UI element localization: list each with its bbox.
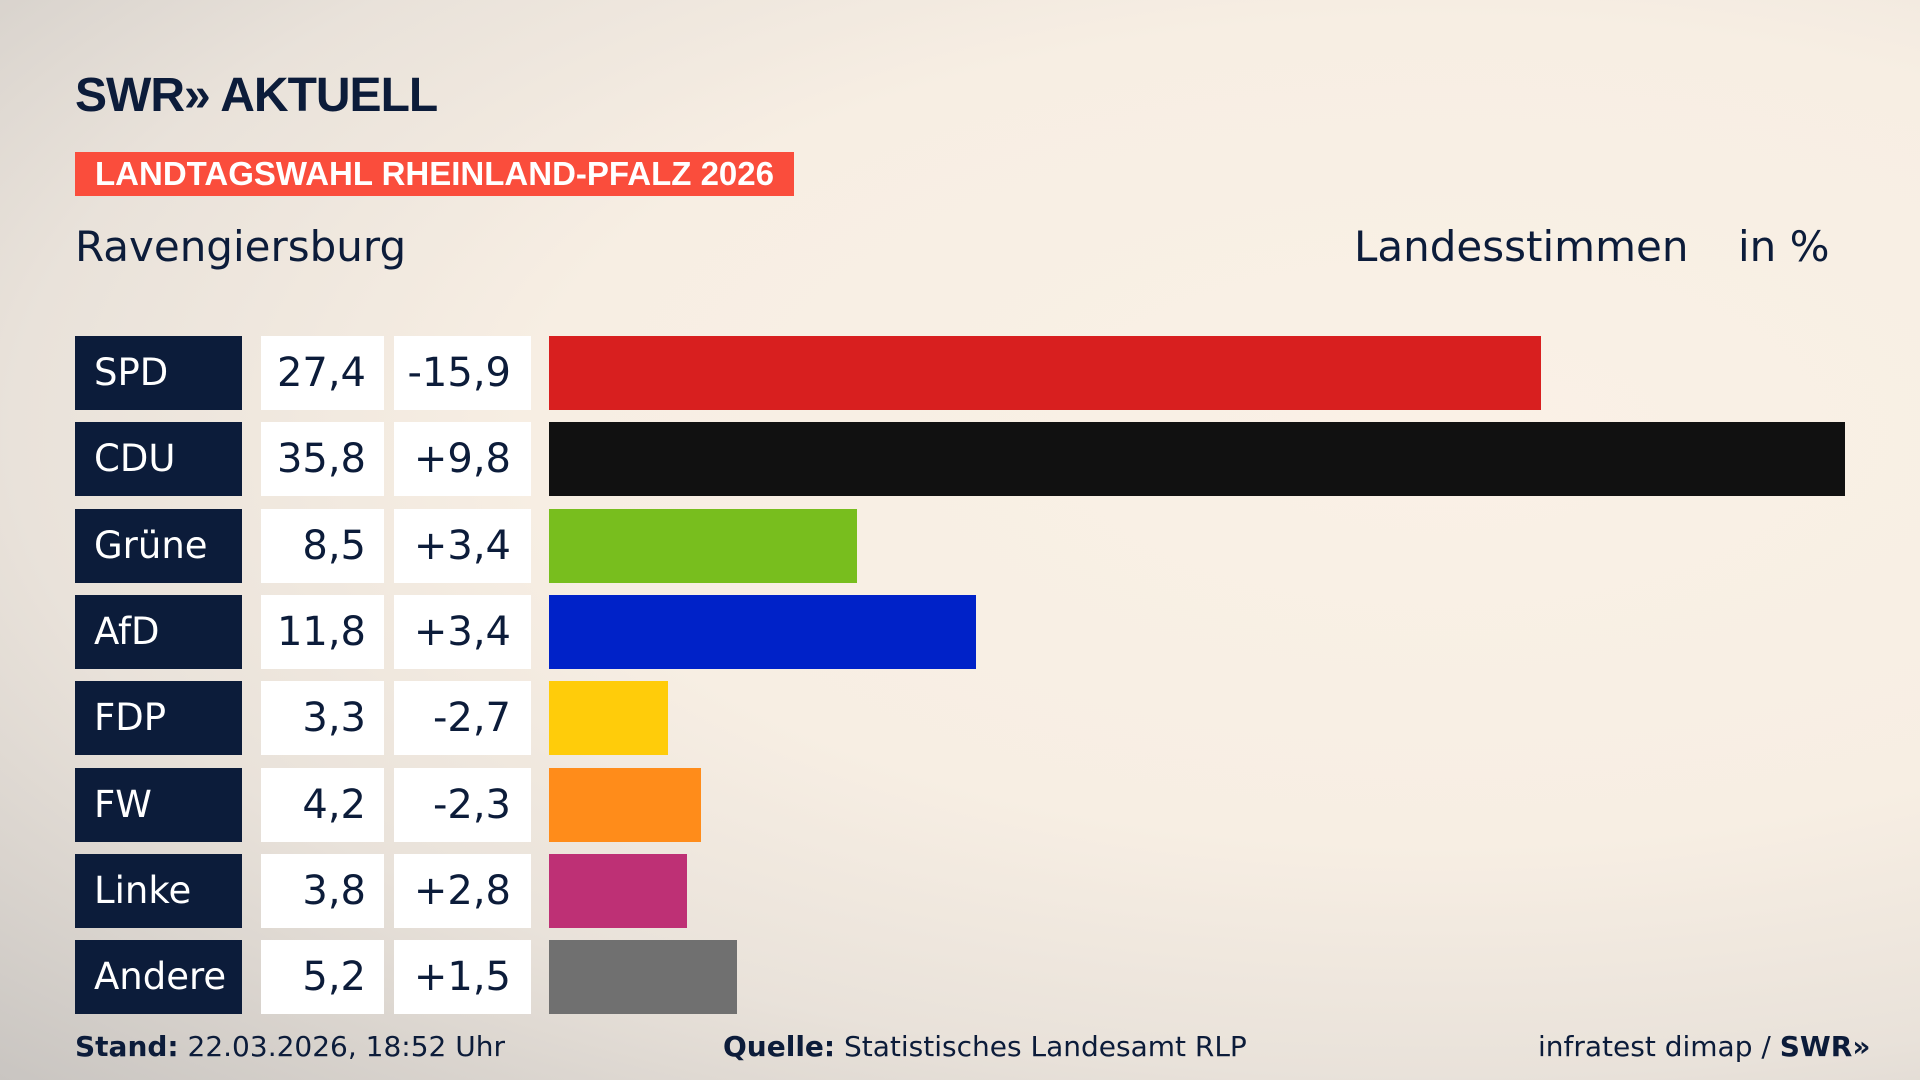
source-value: Statistisches Landesamt RLP [844, 1030, 1247, 1063]
party-label: SPD [75, 336, 242, 410]
value-label: 3,3 [261, 681, 384, 756]
diff-label: +9,8 [394, 422, 531, 497]
value-label: 4,2 [261, 767, 384, 842]
diff-label: -2,7 [394, 681, 531, 756]
party-label: FW [75, 767, 242, 842]
swr-aktuell-logo: SWR» AKTUELL [75, 69, 438, 122]
diff-label: +3,4 [394, 594, 531, 669]
bar-fw [549, 767, 702, 842]
stand-value: 22.03.2026, 18:52 Uhr [187, 1030, 505, 1063]
credit-text: infratest dimap / [1538, 1030, 1780, 1063]
value-label: 35,8 [261, 422, 384, 497]
party-label: Andere [75, 940, 242, 1015]
diff-label: +1,5 [394, 940, 531, 1015]
election-tag: LANDTAGSWAHL RHEINLAND-PFALZ 2026 [75, 152, 794, 196]
party-label: CDU [75, 422, 242, 497]
bar-spd [549, 336, 1541, 410]
bar-fdp [549, 681, 669, 756]
value-label: 11,8 [261, 594, 384, 669]
bar-grüne [549, 508, 857, 583]
credit: infratest dimap / SWR» [1538, 1030, 1870, 1063]
diff-label: -15,9 [394, 336, 531, 410]
source-label: Quelle: [723, 1030, 836, 1063]
diff-label: +3,4 [394, 508, 531, 583]
diff-label: -2,3 [394, 767, 531, 842]
diff-label: +2,8 [394, 853, 531, 928]
bar-linke [549, 853, 687, 928]
vote-type-label: Landesstimmen [1354, 222, 1689, 271]
swr-logo-small: SWR» [1779, 1030, 1871, 1063]
location-title: Ravengiersburg [75, 222, 407, 271]
stand-label: Stand: [75, 1030, 179, 1063]
bar-andere [549, 940, 738, 1015]
value-label: 27,4 [261, 336, 384, 410]
bar-afd [549, 594, 977, 669]
stand-info: Stand: 22.03.2026, 18:52 Uhr [75, 1030, 505, 1063]
party-label: AfD [75, 594, 242, 669]
party-label: Grüne [75, 508, 242, 583]
unit-label: in % [1738, 222, 1830, 271]
value-label: 8,5 [261, 508, 384, 583]
party-label: FDP [75, 681, 242, 756]
bar-cdu [549, 422, 1845, 497]
value-label: 3,8 [261, 853, 384, 928]
party-label: Linke [75, 853, 242, 928]
source-info: Quelle: Statistisches Landesamt RLP [723, 1030, 1247, 1063]
value-label: 5,2 [261, 940, 384, 1015]
